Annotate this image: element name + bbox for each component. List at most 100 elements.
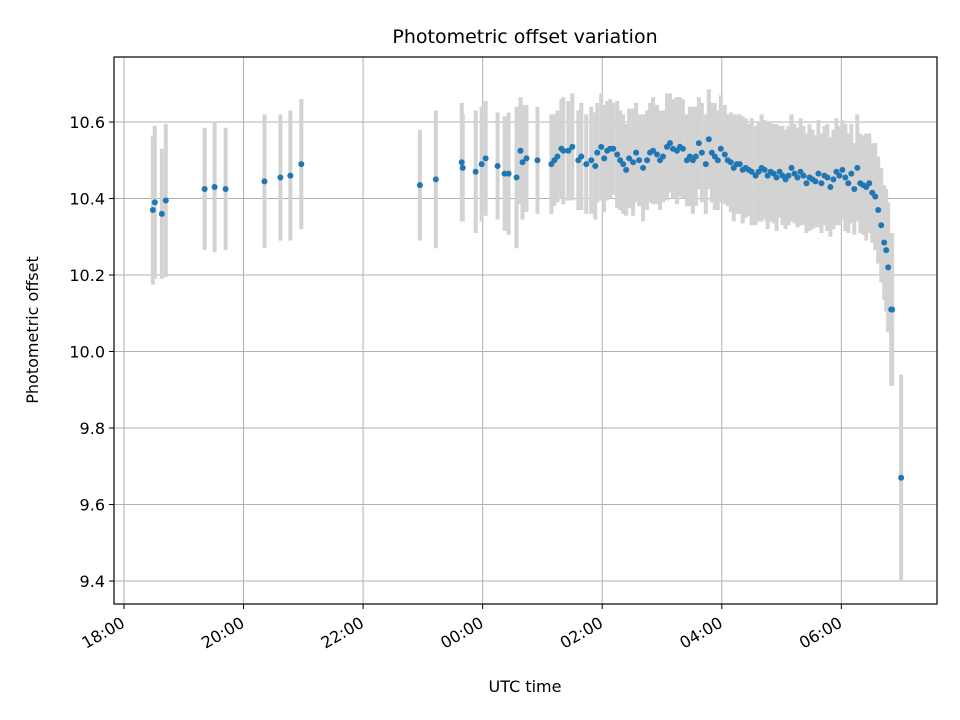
data-point [534, 157, 541, 164]
y-tick-label: 10.4 [69, 190, 105, 209]
data-point [298, 161, 305, 168]
data-point [569, 143, 576, 150]
y-tick-label: 10.2 [69, 266, 105, 285]
data-point [824, 174, 831, 181]
data-point [800, 172, 807, 179]
data-point [517, 147, 524, 154]
data-point [885, 264, 892, 271]
data-point [866, 180, 873, 187]
data-point [898, 474, 905, 481]
data-point [875, 207, 882, 214]
data-point [261, 178, 268, 185]
data-point [748, 168, 755, 175]
data-point [679, 145, 686, 152]
y-axis-title: Photometric offset [23, 256, 42, 404]
data-point [695, 140, 702, 147]
data-point [592, 163, 599, 170]
data-point [478, 161, 485, 168]
data-point [659, 153, 666, 160]
data-point [851, 185, 858, 192]
x-axis-title: UTC time [489, 677, 562, 696]
data-point [878, 222, 885, 229]
chart-title: Photometric offset variation [392, 26, 657, 48]
y-tick-label: 10.0 [69, 343, 105, 362]
data-point [565, 147, 572, 154]
data-point [702, 161, 709, 168]
data-point [610, 145, 617, 152]
data-point [881, 239, 888, 246]
y-tick-label: 9.8 [80, 419, 105, 438]
data-point [162, 197, 169, 204]
y-tick-label: 9.4 [80, 572, 105, 591]
data-point [222, 185, 229, 192]
data-point [277, 174, 284, 181]
data-point [692, 153, 699, 160]
data-point [513, 174, 520, 181]
plot-frame [113, 56, 938, 605]
data-point [889, 306, 896, 313]
data-point [458, 159, 465, 166]
data-point [636, 157, 643, 164]
data-point [794, 174, 801, 181]
data-point [698, 149, 705, 156]
data-point [883, 247, 890, 254]
data-point [788, 164, 795, 171]
data-point [872, 193, 879, 200]
data-point [578, 153, 585, 160]
data-point [519, 159, 526, 166]
data-point [598, 143, 605, 150]
data-point [845, 180, 852, 187]
data-point [560, 147, 567, 154]
y-tick-label: 9.6 [80, 496, 105, 515]
data-point [211, 184, 218, 191]
data-point [472, 168, 479, 175]
data-point [717, 145, 724, 152]
data-point [459, 164, 466, 171]
data-point [494, 163, 501, 170]
data-point [812, 178, 819, 185]
data-point [727, 159, 734, 166]
data-point [523, 155, 530, 162]
data-point [785, 172, 792, 179]
data-point [416, 182, 423, 189]
data-point [650, 147, 657, 154]
data-point [644, 157, 651, 164]
data-point [705, 136, 712, 143]
data-point [818, 180, 825, 187]
data-point [151, 199, 158, 206]
data-point [848, 170, 855, 177]
data-point [815, 170, 822, 177]
data-point [827, 184, 834, 191]
data-point [803, 180, 810, 187]
data-point [836, 172, 843, 179]
data-point [287, 172, 294, 179]
data-point [505, 170, 512, 177]
data-point [839, 166, 846, 173]
data-point [554, 153, 561, 160]
data-point [761, 166, 768, 173]
data-point [432, 176, 439, 183]
data-point [640, 164, 647, 171]
data-point [854, 164, 861, 171]
y-tick-label: 10.6 [69, 113, 105, 132]
data-point [654, 151, 661, 158]
data-point [158, 210, 165, 217]
data-point [623, 166, 630, 173]
data-points [149, 136, 905, 481]
data-point [614, 151, 621, 158]
data-point [588, 157, 595, 164]
data-point [594, 149, 601, 156]
data-point [626, 155, 633, 162]
data-point [482, 155, 489, 162]
data-point [583, 161, 590, 168]
data-point [201, 185, 208, 192]
data-point [714, 157, 721, 164]
data-point [830, 176, 837, 183]
data-point [721, 151, 728, 158]
data-point [630, 159, 637, 166]
data-point [736, 161, 743, 168]
y-axis-ticks: 9.4 9.6 9.8 10.0 10.2 10.4 10.6 [69, 113, 114, 591]
data-point [842, 174, 849, 181]
data-point [666, 140, 673, 147]
data-point [149, 207, 156, 214]
